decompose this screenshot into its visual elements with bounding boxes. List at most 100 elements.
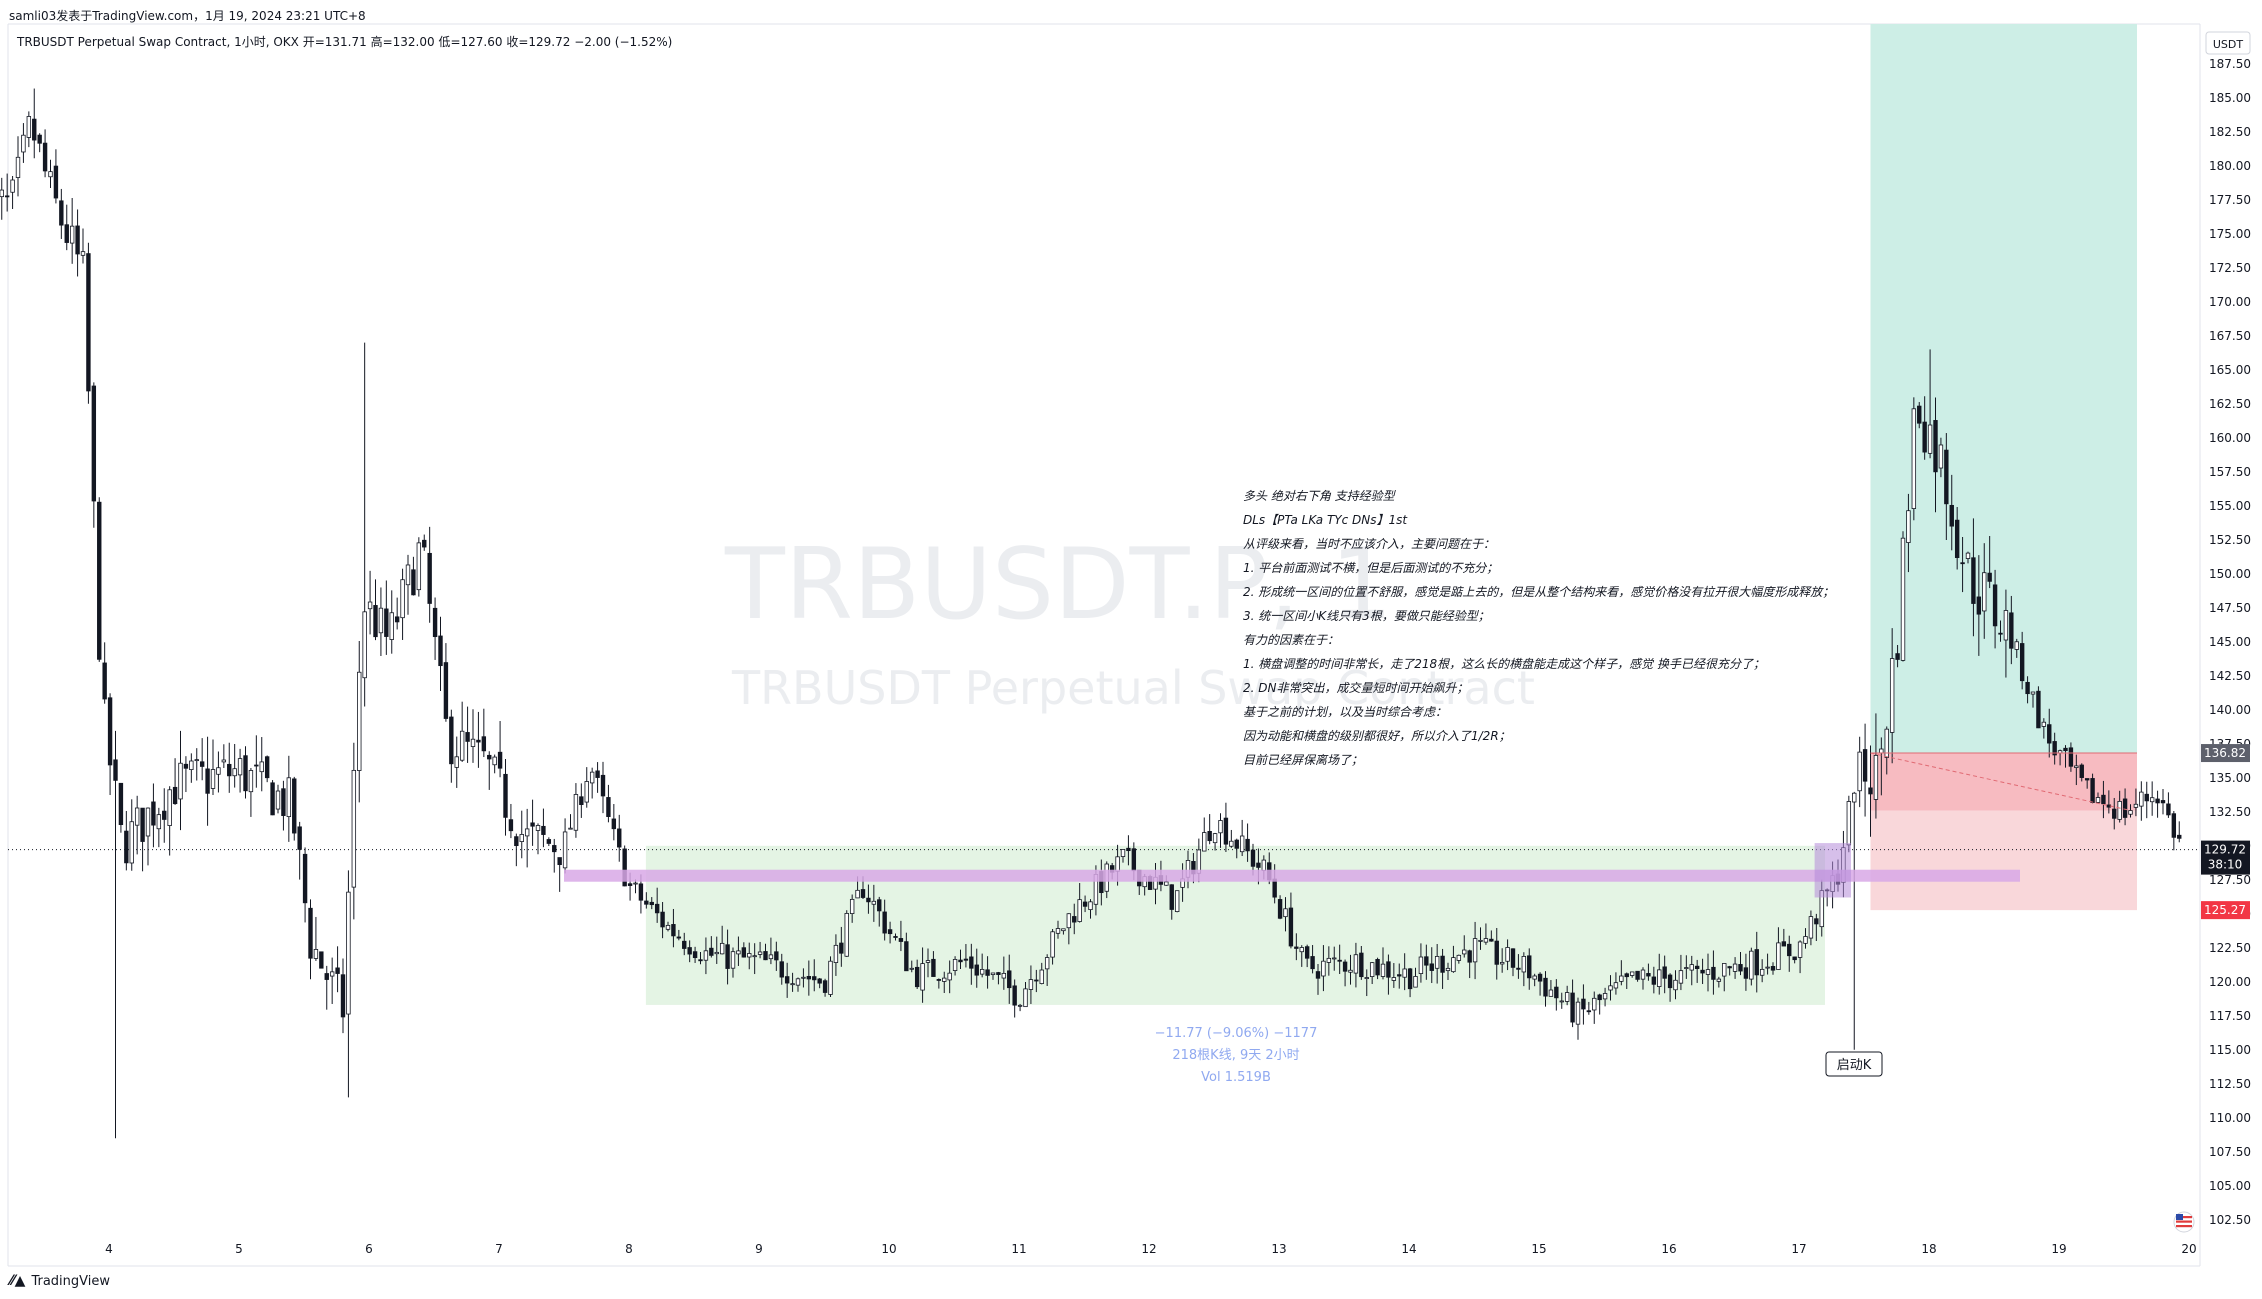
candle-down xyxy=(86,253,91,392)
candle-down xyxy=(1992,584,1998,627)
candle-down xyxy=(481,736,487,752)
candle-up xyxy=(1261,859,1267,871)
candle-up xyxy=(947,972,952,981)
trade-note[interactable]: 多头 绝对右下角 支持经验型 DLs【PTa LKa TYc DNs】1st 从… xyxy=(1243,489,1834,767)
candle-up xyxy=(1982,572,1987,612)
tradingview-logo[interactable]: ⁄⁄▲ TradingView xyxy=(10,1273,110,1289)
candle-up xyxy=(920,963,925,991)
candle-up xyxy=(1039,969,1044,984)
candle-down xyxy=(1862,749,1868,782)
candle-down xyxy=(877,899,882,912)
candle-down xyxy=(432,607,438,638)
candle-up xyxy=(2074,765,2079,768)
candle-up xyxy=(1353,954,1359,974)
candle-down xyxy=(958,959,963,963)
candle-up xyxy=(1023,988,1028,1008)
us-flag-icon[interactable] xyxy=(2173,1211,2195,1233)
candle-down xyxy=(438,635,443,667)
candle-down xyxy=(931,958,936,977)
candle-up xyxy=(156,814,162,830)
date-tick-label: 7 xyxy=(495,1242,503,1256)
candle-up xyxy=(221,759,227,763)
candle-up xyxy=(1722,963,1727,977)
date-tick-label: 18 xyxy=(1921,1242,1936,1256)
price-tick-label: 122.50 xyxy=(2209,941,2251,955)
candle-up xyxy=(790,983,795,986)
candle-up xyxy=(1472,938,1478,963)
date-tick-label: 14 xyxy=(1401,1242,1416,1256)
candle-up xyxy=(1462,949,1467,955)
candle-down xyxy=(1954,519,1960,559)
candle-up xyxy=(1364,977,1369,980)
measure-bars: 218根K线, 9天 2小时 xyxy=(1172,1048,1299,1063)
candle-down xyxy=(822,980,828,993)
candle-up xyxy=(1900,537,1906,661)
candle-down xyxy=(644,900,649,905)
candle-down xyxy=(1971,557,1976,604)
currency-button[interactable]: USDT xyxy=(2205,31,2251,55)
candle-down xyxy=(319,951,324,969)
candle-down xyxy=(595,770,600,778)
price-tick-label: 132.50 xyxy=(2209,805,2251,819)
candle-down xyxy=(1304,946,1310,959)
candle-down xyxy=(1976,596,1982,615)
date-tick-label: 4 xyxy=(105,1242,113,1256)
candle-up xyxy=(925,960,931,963)
candle-down xyxy=(2063,747,2068,752)
candle-down xyxy=(1407,968,1413,990)
start-candle-marker[interactable]: 启动K xyxy=(1825,1051,1883,1077)
note-line: 1. 平台前面测试不横，但是后面测试的不充分； xyxy=(1243,561,1498,575)
candle-down xyxy=(1960,562,1965,565)
candle-up xyxy=(1749,950,1754,980)
candle-down xyxy=(335,967,340,974)
price-axis[interactable]: 187.50 185.00 182.50 180.00 177.50 175.00 172.… xyxy=(2209,57,2251,1227)
candle-up xyxy=(259,761,264,773)
time-axis[interactable]: 4 5 6 7 8 9 10 11 12 13 14 15 16 17 18 19 20 xyxy=(105,1242,2196,1256)
candle-up xyxy=(1592,997,1597,1011)
price-tick-label: 157.50 xyxy=(2209,465,2251,479)
candle-up xyxy=(1229,840,1234,847)
last-price-tag xyxy=(2201,840,2250,875)
candle-down xyxy=(4,195,10,198)
candle-down xyxy=(1814,918,1819,925)
drawing-overlays xyxy=(564,752,2137,898)
candle-down xyxy=(199,761,205,767)
note-line: 目前已经屏保离场了； xyxy=(1243,753,1363,767)
change-value: −2.00 (−1.52%) xyxy=(574,35,673,49)
candle-up xyxy=(216,767,221,775)
range-measure-label[interactable]: −11.77 (−9.06%) −1177 218根K线, 9天 2小时 Vol… xyxy=(1155,1026,1318,1085)
candle-up xyxy=(855,889,860,899)
date-tick-label: 20 xyxy=(2181,1242,2196,1256)
candle-down xyxy=(1034,979,1039,982)
candle-up xyxy=(1564,992,1570,1002)
price-tick-label: 147.50 xyxy=(2209,601,2251,615)
symbol-name[interactable]: TRBUSDT Perpetual Swap Contract, 1小时, OK… xyxy=(17,35,299,49)
candle-up xyxy=(1028,979,1034,990)
candle-up xyxy=(942,977,947,982)
candle-down xyxy=(1272,878,1277,898)
candle-up xyxy=(1321,960,1326,977)
candle-down xyxy=(118,782,124,826)
candle-down xyxy=(1131,848,1137,872)
candle-down xyxy=(2036,690,2041,729)
candle-down xyxy=(2171,813,2177,838)
candle-down xyxy=(1007,970,1012,989)
candle-up xyxy=(844,913,849,957)
symbol-legend[interactable]: TRBUSDT Perpetual Swap Contract, 1小时, OK… xyxy=(17,33,672,50)
price-tick-label: 140.00 xyxy=(2209,703,2251,717)
candle-up xyxy=(1938,444,1944,469)
date-tick-label: 11 xyxy=(1011,1242,1026,1256)
candle-down xyxy=(2052,741,2057,756)
candle-up xyxy=(129,821,134,864)
candle-down xyxy=(806,975,812,980)
candle-down xyxy=(1646,973,1651,977)
candle-up xyxy=(1803,936,1808,944)
candle-up xyxy=(1001,972,1007,979)
candle-up xyxy=(80,251,86,256)
candle-down xyxy=(443,662,449,719)
candle-down xyxy=(1868,787,1873,795)
candle-up xyxy=(145,807,151,837)
candle-down xyxy=(264,756,270,779)
candle-down xyxy=(1277,899,1283,919)
